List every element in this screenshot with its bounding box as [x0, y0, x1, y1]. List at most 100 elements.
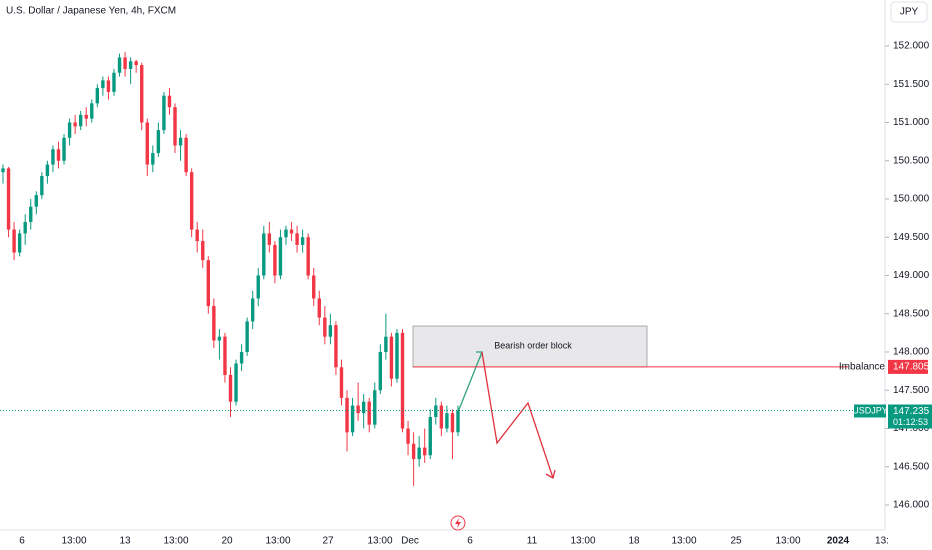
x-tick-label: 2024 — [827, 536, 850, 547]
candle-body — [384, 336, 388, 352]
candle-body — [101, 80, 105, 89]
candle-body — [445, 413, 449, 429]
candle-body — [167, 95, 172, 108]
candle-body — [95, 88, 100, 104]
candle-body — [356, 405, 360, 414]
candle-body — [428, 417, 432, 456]
candle-body — [273, 244, 277, 276]
candle-body — [195, 229, 199, 242]
x-tick-label: 13:00 — [367, 536, 392, 547]
x-tick-label: Dec — [401, 536, 419, 547]
candle-body — [56, 149, 61, 161]
x-tick-label: 13:00 — [163, 536, 188, 547]
imbalance-tag — [888, 359, 928, 374]
candle-body — [295, 233, 299, 245]
candle-body — [212, 306, 216, 341]
candle-body — [173, 107, 177, 146]
candle-body — [350, 405, 355, 433]
candle-body — [289, 229, 294, 234]
candle-body — [17, 233, 22, 253]
candle-body — [328, 325, 333, 337]
y-tick-label: 152.000 — [893, 41, 930, 52]
candle-body — [411, 443, 416, 460]
candle-body — [29, 206, 33, 222]
candle-body — [151, 153, 155, 165]
candle-body — [417, 447, 421, 460]
candle-body — [40, 176, 44, 196]
chart-title: U.S. Dollar / Japanese Yen, 4h, FXCM — [6, 6, 176, 17]
candle-body — [256, 275, 260, 299]
candle-body — [361, 401, 366, 414]
candle-body — [395, 332, 399, 379]
candle-body — [439, 405, 444, 429]
y-tick-label: 148.000 — [893, 347, 930, 358]
candle-body — [78, 114, 83, 127]
candle-body — [189, 172, 194, 230]
candle-body — [123, 57, 127, 69]
candle-body — [312, 275, 316, 299]
candle-body — [339, 367, 344, 398]
candle-body — [84, 114, 88, 119]
candle-body — [34, 195, 38, 207]
x-tick-label: 20 — [221, 536, 233, 547]
candle-body — [389, 336, 394, 379]
candle-body — [106, 80, 111, 92]
x-tick-label: 13 — [119, 536, 131, 547]
currency-button[interactable] — [890, 1, 928, 23]
candle-body — [23, 221, 27, 234]
x-tick-label: 13:00 — [265, 536, 290, 547]
candle-body — [134, 61, 138, 66]
currency-label[interactable]: JPY — [900, 7, 919, 18]
y-tick-label: 146.000 — [893, 500, 930, 511]
symbol-tag-label: USDJPY — [852, 405, 888, 415]
x-tick-label: 25 — [730, 536, 742, 547]
candle-body — [128, 61, 133, 69]
candle-body — [345, 397, 349, 433]
candle-body — [284, 229, 288, 238]
candle-body — [228, 374, 233, 402]
candle-body — [156, 130, 161, 154]
x-tick-label: 6 — [467, 536, 473, 547]
candle-body — [334, 325, 338, 368]
x-tick-label: 13:00 — [671, 536, 696, 547]
y-tick-label: 150.000 — [893, 194, 930, 205]
candle-body — [201, 241, 205, 261]
x-tick-label: 27 — [322, 536, 334, 547]
candle-body — [450, 413, 455, 433]
event-icon-bolt[interactable] — [455, 518, 461, 528]
x-tick-label: 13:00 — [775, 536, 800, 547]
candle-body — [456, 410, 460, 433]
candle-body — [145, 122, 149, 165]
candle-body — [434, 405, 438, 418]
candle-body — [373, 390, 377, 425]
candle-body — [245, 321, 249, 352]
candle-body — [400, 332, 405, 429]
x-tick-label: 6 — [19, 536, 25, 547]
candle-body — [423, 447, 427, 456]
candle-body — [73, 122, 77, 127]
candle-body — [112, 72, 116, 92]
symbol-tag — [854, 404, 886, 418]
candle-body — [406, 428, 410, 444]
candle-body — [250, 298, 255, 322]
y-tick-label: 149.500 — [893, 232, 930, 243]
candle-body — [306, 237, 310, 276]
order-block-label: Bearish order block — [494, 340, 572, 350]
candle-body — [262, 233, 266, 276]
y-tick-label: 147.000 — [893, 423, 930, 434]
candle-body — [6, 168, 11, 230]
imbalance-label: Imbalance — [839, 362, 886, 373]
candle-body — [223, 336, 227, 375]
candle-body — [62, 137, 66, 161]
candle-body — [12, 229, 16, 253]
candle-body — [140, 65, 144, 123]
projection-up — [457, 351, 483, 413]
candle-body — [184, 137, 188, 173]
candle-body — [317, 298, 321, 318]
candle-body — [51, 149, 55, 165]
candle-body — [267, 233, 272, 245]
candle-body — [206, 260, 211, 307]
x-tick-label: 13: — [875, 536, 889, 547]
